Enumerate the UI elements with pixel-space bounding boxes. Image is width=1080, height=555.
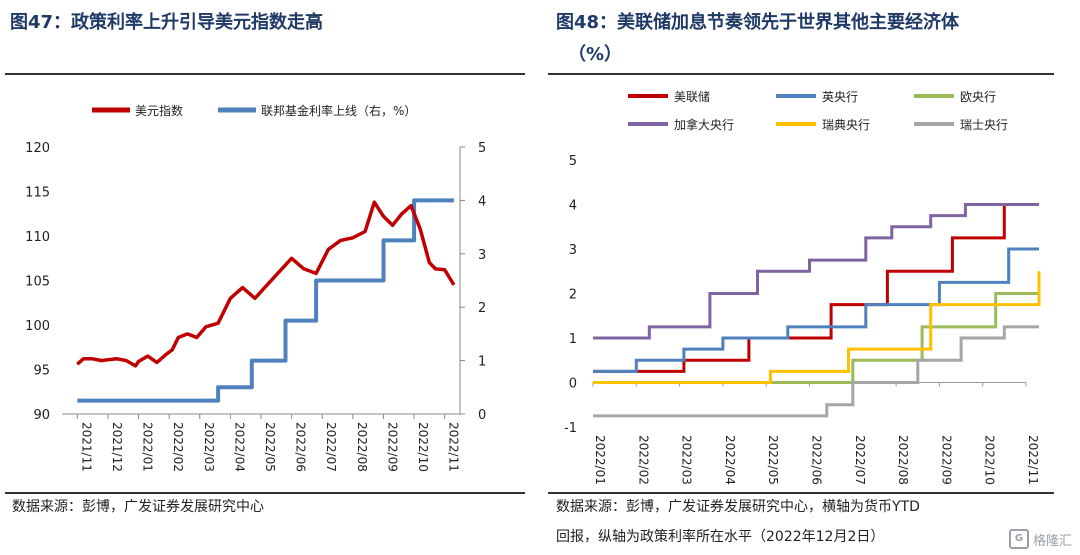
y-tick-label: 5 bbox=[569, 154, 577, 169]
left-source-note: 数据来源：彭博，广发证券发展研究中心 bbox=[12, 499, 264, 515]
x-tick-label: 2022/08 bbox=[896, 435, 910, 485]
left-source-rule bbox=[5, 492, 525, 494]
x-tick-label: 2022/01 bbox=[593, 435, 607, 485]
y-right-tick-label: 0 bbox=[478, 408, 486, 423]
x-tick-label: 2022/05 bbox=[766, 435, 780, 485]
left-panel: 图47：政策利率上升引导美元指数走高 美元指数 联邦基金利率上线（右，%） 90 95… bbox=[0, 0, 530, 555]
legend-label-2: 欧央行 bbox=[960, 90, 996, 104]
x-tick-label: 2022/09 bbox=[939, 435, 953, 485]
legend-label-5: 瑞士央行 bbox=[960, 118, 1008, 132]
legend-label-0: 美联储 bbox=[674, 89, 710, 104]
x-tick-label: 2022/07 bbox=[853, 435, 867, 485]
series-line-1 bbox=[593, 247, 1039, 373]
right-chart-title-unit: （%） bbox=[568, 44, 623, 65]
legend-label-1: 英央行 bbox=[822, 90, 858, 104]
x-tick-label: 2022/10 bbox=[416, 422, 430, 472]
y-tick-label: 4 bbox=[569, 199, 577, 214]
y-tick-label: -1 bbox=[564, 421, 577, 436]
y-right-tick-label: 1 bbox=[478, 355, 486, 370]
y-tick-label: 2 bbox=[569, 288, 577, 303]
y-left-tick-label: 95 bbox=[33, 364, 50, 379]
x-tick-label: 2022/01 bbox=[141, 422, 155, 472]
x-tick-label: 2022/02 bbox=[636, 435, 650, 485]
x-tick-label: 2022/06 bbox=[294, 422, 308, 472]
x-tick-label: 2022/04 bbox=[232, 422, 246, 472]
series-line-2 bbox=[593, 292, 1039, 384]
y-left-tick-label: 90 bbox=[33, 408, 50, 423]
x-tick-label: 2021/11 bbox=[79, 422, 93, 472]
right-source-rule bbox=[548, 492, 1054, 494]
legend-label-4: 瑞典央行 bbox=[822, 118, 870, 132]
series-line-3 bbox=[593, 203, 1039, 340]
y-right-tick-label: 3 bbox=[478, 248, 486, 263]
gelonghui-logo-icon: G bbox=[1008, 529, 1029, 549]
y-tick-label: 3 bbox=[569, 243, 577, 258]
x-tick-label: 2022/03 bbox=[680, 435, 694, 485]
legend-label-3: 加拿大央行 bbox=[674, 117, 734, 132]
y-left-tick-label: 110 bbox=[25, 230, 50, 245]
x-tick-label: 2022/03 bbox=[202, 422, 216, 472]
y-tick-label: 1 bbox=[569, 332, 577, 347]
y-right-tick-label: 2 bbox=[478, 301, 486, 316]
x-tick-label: 2022/02 bbox=[171, 422, 185, 472]
y-left-tick-label: 115 bbox=[25, 186, 50, 201]
right-title-rule bbox=[548, 73, 1054, 75]
watermark: G 格隆汇 bbox=[1008, 529, 1072, 549]
watermark-text: 格隆汇 bbox=[1032, 533, 1072, 549]
right-source-note-line2: 回报，纵轴为政策利率所在水平（2022年12月2日） bbox=[556, 529, 885, 545]
x-tick-label: 2022/06 bbox=[810, 435, 824, 485]
right-chart-title: 图48：美联储加息节奏领先于世界其他主要经济体 bbox=[556, 12, 960, 33]
series-fed-funds-upper bbox=[77, 198, 454, 403]
left-title-rule bbox=[5, 73, 525, 75]
x-tick-label: 2022/09 bbox=[385, 422, 399, 472]
y-left-tick-label: 100 bbox=[25, 319, 50, 334]
x-tick-label: 2022/04 bbox=[723, 435, 737, 485]
series-line-0 bbox=[593, 203, 1039, 373]
y-right-tick-label: 4 bbox=[478, 194, 486, 209]
series-line-5 bbox=[593, 325, 1039, 418]
x-tick-label: 2021/12 bbox=[110, 422, 124, 472]
right-panel: 图48：美联储加息节奏领先于世界其他主要经济体 （%） 美联储 英央行 欧央行加拿大… bbox=[548, 0, 1080, 555]
y-right-tick-label: 5 bbox=[478, 141, 486, 156]
x-tick-label: 2022/08 bbox=[355, 422, 369, 472]
series-dollar-index bbox=[76, 200, 456, 368]
legend-label-1: 联邦基金利率上线（右，%） bbox=[261, 103, 416, 118]
right-source-note-line1: 数据来源：彭博，广发证券发展研究中心，横轴为货币YTD bbox=[556, 499, 920, 515]
y-left-tick-label: 120 bbox=[25, 141, 50, 156]
x-tick-label: 2022/11 bbox=[447, 422, 461, 472]
x-tick-label: 2022/10 bbox=[983, 435, 997, 485]
series-line-4 bbox=[593, 271, 1041, 384]
y-tick-label: 0 bbox=[569, 377, 577, 392]
dollar-index-chart: 美元指数 联邦基金利率上线（右，%） 90 95 100 105 110 115 120 0 1 2 3… bbox=[25, 103, 486, 472]
x-tick-label: 2022/11 bbox=[1026, 435, 1040, 485]
x-tick-label: 2022/07 bbox=[324, 422, 338, 472]
legend-label-0: 美元指数 bbox=[135, 103, 183, 118]
x-tick-label: 2022/05 bbox=[263, 422, 277, 472]
left-chart-title: 图47：政策利率上升引导美元指数走高 bbox=[10, 12, 324, 33]
y-left-tick-label: 105 bbox=[25, 275, 50, 290]
